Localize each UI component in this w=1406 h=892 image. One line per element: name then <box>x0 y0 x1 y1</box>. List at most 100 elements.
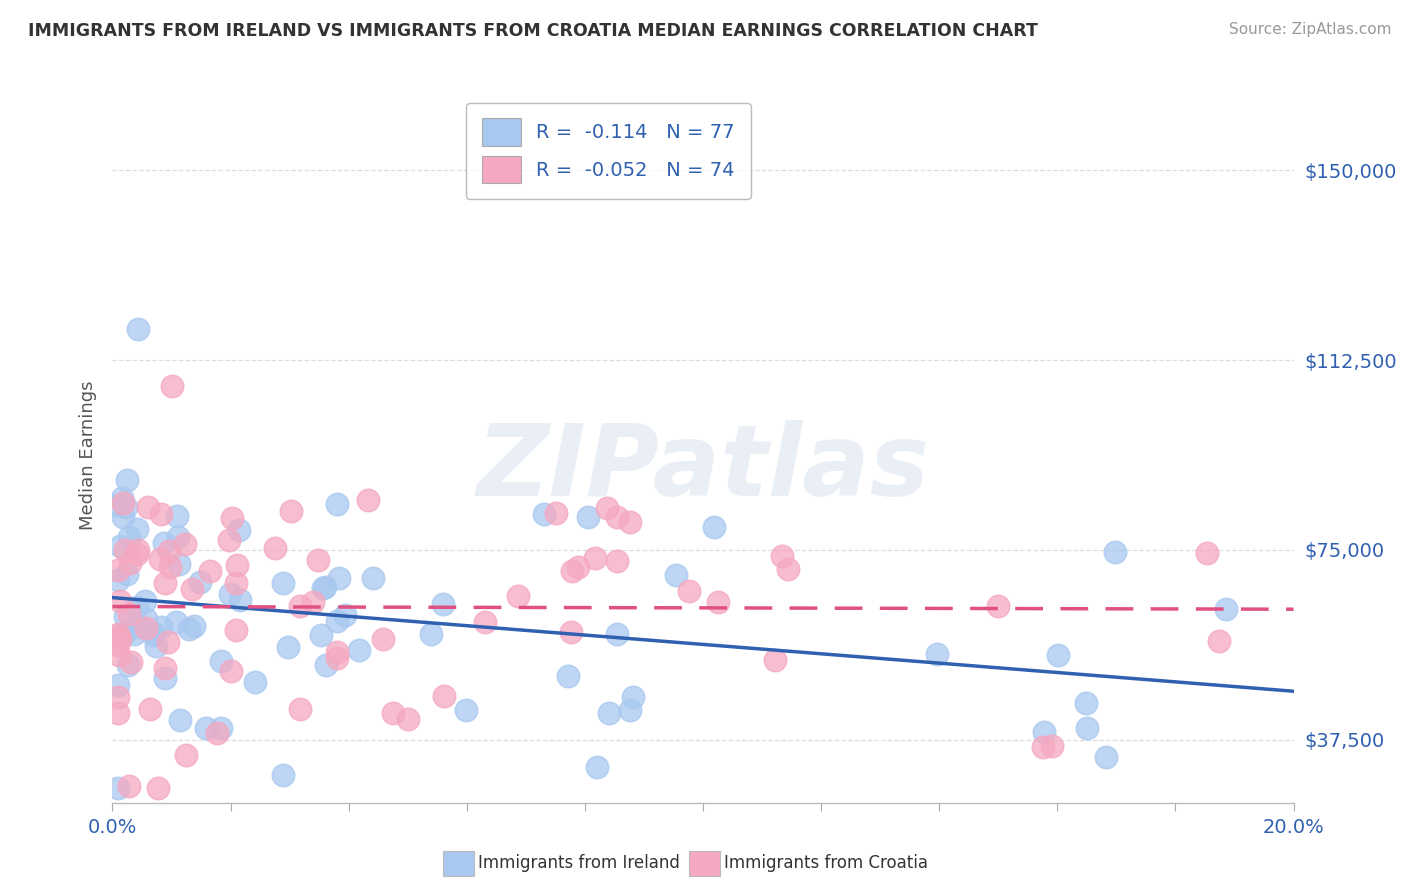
Point <box>209 654 232 668</box>
Point <box>157 543 180 558</box>
Point <box>211 722 233 736</box>
Point <box>328 571 350 585</box>
Point <box>118 607 141 621</box>
Point <box>263 541 285 555</box>
Point <box>326 645 349 659</box>
Point <box>125 522 148 536</box>
Point <box>583 551 606 566</box>
Point <box>371 632 394 646</box>
Point <box>107 780 129 795</box>
Point <box>544 506 567 520</box>
Point <box>145 640 167 654</box>
Point <box>125 599 148 614</box>
Point <box>454 703 477 717</box>
Text: Source: ZipAtlas.com: Source: ZipAtlas.com <box>1229 22 1392 37</box>
Point <box>118 530 141 544</box>
Point <box>115 473 138 487</box>
Point <box>205 726 228 740</box>
Point <box>357 492 380 507</box>
Point <box>108 540 131 554</box>
Point <box>280 504 302 518</box>
Point <box>166 508 188 523</box>
Point <box>619 515 641 529</box>
Point <box>180 582 202 596</box>
Point <box>194 722 217 736</box>
Point <box>586 760 609 774</box>
Point <box>107 690 129 704</box>
Point <box>118 779 141 793</box>
Point <box>1074 696 1097 710</box>
Point <box>125 547 148 561</box>
Point <box>174 537 197 551</box>
Text: IMMIGRANTS FROM IRELAND VS IMMIGRANTS FROM CROATIA MEDIAN EARNINGS CORRELATION C: IMMIGRANTS FROM IRELAND VS IMMIGRANTS FR… <box>28 22 1038 40</box>
Point <box>160 379 183 393</box>
Point <box>361 572 384 586</box>
Point <box>218 533 240 547</box>
Point <box>107 678 129 692</box>
Point <box>221 664 243 678</box>
Point <box>1047 648 1070 662</box>
Point <box>108 648 131 662</box>
Point <box>149 551 172 566</box>
Point <box>166 530 188 544</box>
Point <box>107 573 129 587</box>
Point <box>432 597 454 611</box>
Point <box>326 614 349 628</box>
Point <box>114 543 136 558</box>
Point <box>665 567 688 582</box>
Point <box>1095 750 1118 764</box>
Point <box>156 635 179 649</box>
Point <box>135 621 157 635</box>
Point <box>598 706 620 720</box>
Point <box>159 559 181 574</box>
Point <box>619 703 641 717</box>
Point <box>148 780 170 795</box>
Point <box>314 580 336 594</box>
Point <box>271 576 294 591</box>
Point <box>288 599 311 614</box>
Text: ZIPatlas: ZIPatlas <box>477 420 929 517</box>
Point <box>174 748 197 763</box>
Point <box>120 557 142 571</box>
Text: Immigrants from Croatia: Immigrants from Croatia <box>724 855 928 872</box>
Point <box>167 557 190 571</box>
Point <box>703 520 725 534</box>
Point <box>107 706 129 720</box>
Point <box>288 702 311 716</box>
Point <box>606 627 628 641</box>
Point <box>107 627 129 641</box>
Point <box>107 638 129 652</box>
Point <box>1208 634 1230 648</box>
Point <box>117 658 139 673</box>
Point <box>309 628 332 642</box>
Point <box>1076 721 1098 735</box>
Point <box>107 629 129 643</box>
Point <box>1040 739 1063 754</box>
Point <box>578 510 600 524</box>
Point <box>557 669 579 683</box>
Point <box>198 564 221 578</box>
Point <box>122 627 145 641</box>
Point <box>396 712 419 726</box>
Point <box>606 509 628 524</box>
Point <box>927 647 949 661</box>
Point <box>114 500 136 515</box>
Point <box>312 582 335 596</box>
Point <box>121 656 143 670</box>
Point <box>111 491 134 505</box>
Point <box>333 607 356 622</box>
Point <box>127 322 149 336</box>
Point <box>142 628 165 642</box>
Point <box>139 702 162 716</box>
Point <box>433 690 456 704</box>
Point <box>107 498 129 512</box>
Text: Immigrants from Ireland: Immigrants from Ireland <box>478 855 681 872</box>
Point <box>149 620 172 634</box>
Point <box>112 509 135 524</box>
Point <box>152 536 174 550</box>
Point <box>307 552 329 566</box>
Point <box>127 543 149 558</box>
Point <box>326 650 349 665</box>
Point <box>763 653 786 667</box>
Point <box>149 507 172 521</box>
